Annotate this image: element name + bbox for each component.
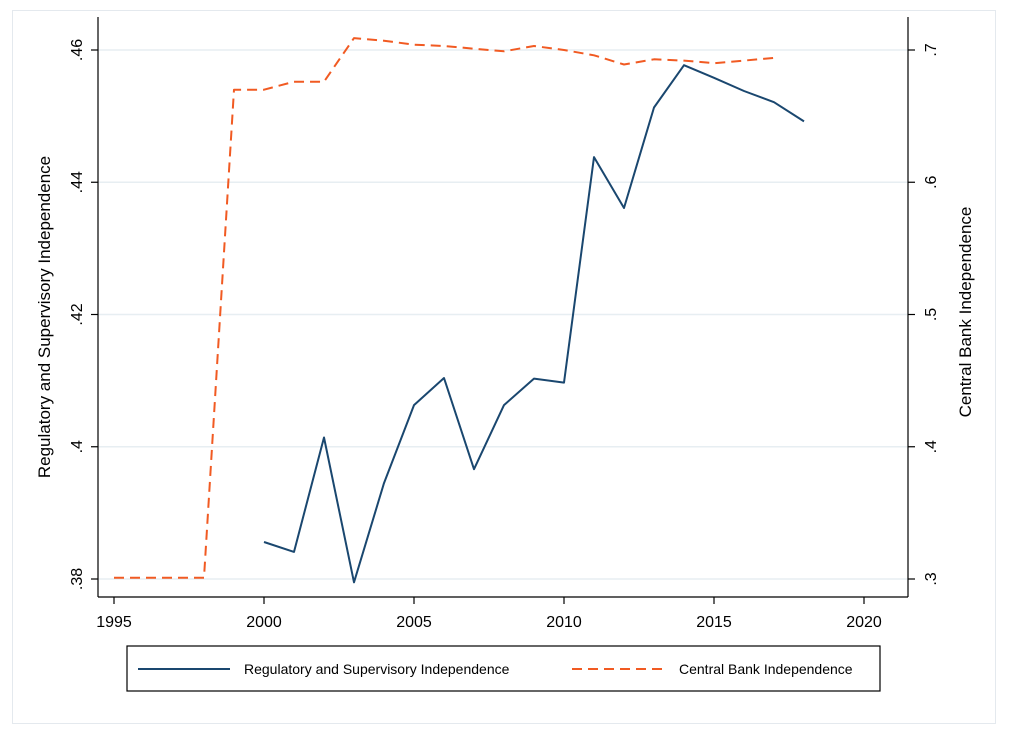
y-axis-title-left: Regulatory and Supervisory Independence [35,156,54,478]
x-tick-label: 2015 [696,614,732,631]
legend: Regulatory and Supervisory Independence C… [126,645,881,692]
legend-box [126,645,881,692]
series-line-central-bank [114,37,775,579]
legend-label: Regulatory and Supervisory Independence [244,661,510,677]
y-tick-label-right: .4 [923,440,940,453]
x-tick-label: 2010 [546,614,582,631]
x-tick-label: 1995 [96,614,132,631]
axes: 1995 2000 2005 2010 2015 2020 .38 .4 .42 .44 .46 .3… [35,17,975,631]
series [114,37,805,584]
y-tick-label-right: .3 [923,572,940,585]
x-tick-label: 2000 [246,614,282,631]
x-tick-label: 2020 [846,614,882,631]
y-tick-label-left: .46 [69,39,86,61]
x-tick-label: 2005 [396,614,432,631]
y-tick-label-left: .38 [69,568,86,590]
y-tick-label-left: .4 [69,440,86,453]
y-tick-label-right: .5 [923,308,940,321]
legend-label: Central Bank Independence [679,661,853,677]
y-tick-label-right: .7 [923,43,940,56]
series-line-regulatory [263,64,805,584]
chart-frame [12,10,996,724]
y-axis-title-right: Central Bank Independence [956,207,975,418]
y-tick-label-right: .6 [923,175,940,188]
y-tick-label-left: .42 [69,303,86,325]
gridlines [98,49,908,580]
y-tick-label-left: .44 [69,171,86,193]
